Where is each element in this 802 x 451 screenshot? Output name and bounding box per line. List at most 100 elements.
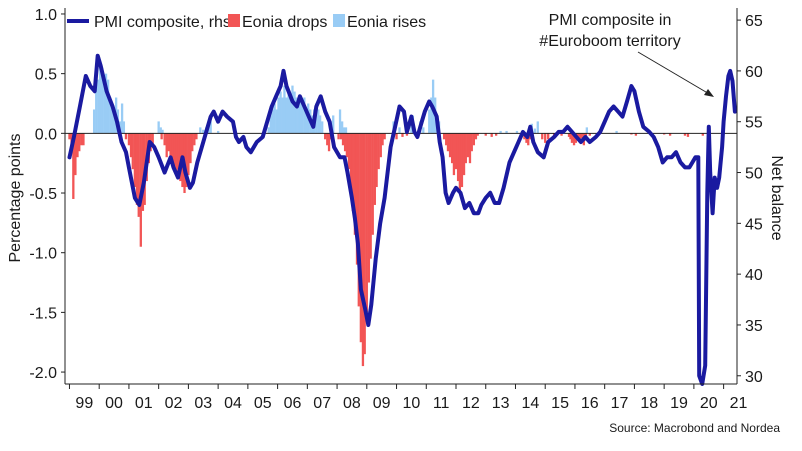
legend-swatch-drops — [228, 14, 240, 27]
eonia-rise-bar — [515, 130, 519, 134]
y-axis-left-title: Percentage points — [7, 134, 24, 263]
eonia-drop-bar — [341, 133, 345, 146]
eonia-rise-bar — [291, 85, 294, 134]
eonia-drop-bar — [454, 133, 458, 170]
x-tick-label: 06 — [284, 395, 302, 412]
eonia-drop-bar — [343, 133, 347, 152]
eonia-drop-bar — [160, 133, 163, 140]
eonia-rise-bar — [422, 127, 425, 134]
x-tick-label: 02 — [165, 395, 183, 412]
eonia-drop-bar — [177, 133, 180, 170]
eonia-drop-bar — [173, 133, 176, 170]
eonia-drop-bar — [345, 133, 349, 158]
eonia-rise-bar — [269, 115, 272, 134]
eonia-drop-bar — [151, 133, 154, 146]
eonia-drop-bar — [175, 133, 178, 176]
eonia-drop-bar — [78, 133, 81, 152]
eonia-drop-bar — [663, 133, 666, 135]
eonia-drop-bar — [195, 133, 198, 140]
x-tick-label: 18 — [640, 395, 658, 412]
eonia-drop-bar — [452, 133, 456, 176]
eonia-drop-bar — [165, 133, 168, 158]
y-left-tick-label: -1.5 — [29, 305, 57, 322]
eonia-drop-bar — [371, 133, 374, 235]
eonia-drop-bar — [572, 133, 576, 146]
eonia-drop-bar — [327, 133, 331, 152]
eonia-drop-bar — [458, 133, 462, 194]
x-tick-label: 14 — [521, 395, 539, 412]
legend-label-pmi: PMI composite, rhs — [94, 14, 231, 31]
legend-label-drops: Eonia drops — [242, 14, 327, 31]
y-right-tick-label: 50 — [745, 166, 763, 183]
x-tick-label: 17 — [611, 395, 629, 412]
eonia-rise-bar — [101, 67, 104, 134]
eonia-drop-bar — [668, 133, 672, 136]
eonia-rise-bar — [157, 121, 160, 134]
eonia-rise-bar — [338, 109, 342, 134]
eonia-drop-bar — [80, 133, 83, 146]
y-right-tick-label: 35 — [745, 318, 763, 335]
eonia-rise-bar — [430, 97, 433, 134]
eonia-drop-bar — [470, 133, 473, 152]
eonia-drop-bar — [133, 133, 137, 188]
eonia-drop-bar — [448, 133, 452, 158]
eonia-drop-bar — [466, 133, 470, 158]
eonia-rise-bar — [295, 97, 298, 134]
y-right-tick-label: 60 — [745, 64, 763, 81]
eonia-drop-bar — [187, 133, 190, 176]
x-tick-label: 21 — [730, 395, 748, 412]
eonia-drop-bar — [446, 133, 450, 152]
eonia-rise-bar — [281, 97, 284, 134]
eonia-drop-bar — [395, 133, 398, 140]
x-tick-label: 10 — [403, 395, 421, 412]
eonia-rise-bar — [267, 127, 270, 134]
x-tick-label: 13 — [492, 395, 510, 412]
annotation-arrow-line — [637, 51, 712, 96]
eonia-drop-bar — [141, 133, 145, 211]
eonia-drop-bar — [167, 133, 170, 152]
eonia-rise-bar — [122, 121, 126, 134]
eonia-drop-bar — [361, 133, 365, 367]
eonia-rise-bar — [106, 79, 110, 134]
eonia-rise-bar — [202, 129, 205, 134]
eonia-drop-bar — [464, 133, 467, 164]
eonia-drop-bar — [527, 133, 530, 146]
eonia-rise-bar — [289, 97, 292, 134]
y-left-tick-label: 0.5 — [35, 67, 57, 84]
eonia-drop-bar — [379, 133, 382, 158]
eonia-rise-bar — [104, 73, 108, 134]
eonia-drop-bar — [468, 133, 472, 164]
y-right-tick-label: 40 — [745, 267, 763, 284]
legend-swatch-rises — [333, 14, 345, 27]
x-tick-label: 16 — [581, 395, 599, 412]
eonia-rise-bar — [299, 97, 302, 134]
eonia-drop-bar — [686, 133, 690, 137]
eonia-drop-bar — [580, 133, 583, 139]
eonia-drop-bar — [135, 133, 139, 205]
eonia-drop-bar — [401, 133, 404, 137]
eonia-rise-bar — [318, 115, 322, 134]
y-right-tick-label: 65 — [745, 13, 763, 30]
eonia-rise-bar — [98, 61, 102, 134]
eonia-drop-bar — [450, 133, 454, 164]
eonia-drop-bar — [76, 133, 79, 158]
eonia-rise-bar — [159, 127, 162, 134]
eonia-rise-bar — [317, 109, 320, 134]
eonia-rise-bar — [428, 109, 431, 134]
eonia-rise-bar — [533, 128, 536, 134]
eonia-drop-bar — [363, 133, 366, 355]
eonia-rise-bar — [271, 109, 274, 134]
eonia-drop-bar — [701, 133, 704, 136]
eonia-drop-bar — [442, 133, 446, 140]
y-right-tick-label: 55 — [745, 115, 763, 132]
eonia-rise-bar — [112, 115, 116, 134]
eonia-rise-bar — [161, 129, 164, 134]
y-left-tick-label: -2.0 — [29, 365, 57, 382]
eonia-drop-bar — [544, 133, 547, 143]
eonia-drop-bar — [462, 133, 466, 176]
eonia-rise-bar — [305, 109, 308, 134]
eonia-rise-bar — [103, 85, 106, 134]
eonia-drop-bar — [377, 133, 380, 170]
